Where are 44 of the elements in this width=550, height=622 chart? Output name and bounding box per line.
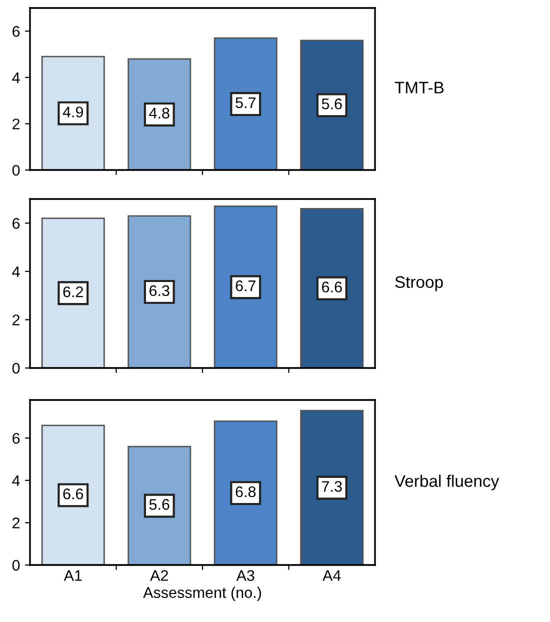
data-label: 6.2 <box>63 286 83 298</box>
y2-axis-title: Verbal fluency <box>394 474 500 490</box>
data-label: 5.7 <box>236 97 256 108</box>
x-tick-label: A3 <box>236 570 254 581</box>
bar <box>300 410 364 565</box>
x-axis-title: Assessment (no.) <box>143 586 261 601</box>
data-label: 5.6 <box>322 98 342 110</box>
data-label: 6.6 <box>63 488 84 500</box>
y-tick-label: 6 <box>12 26 20 37</box>
bar <box>214 420 278 565</box>
y2-axis-title: TMT-B <box>394 82 444 94</box>
bar <box>41 424 105 565</box>
x-tick-label: A2 <box>150 570 168 581</box>
data-label: 5.6 <box>149 499 170 510</box>
y-tick-label: 4 <box>12 72 20 83</box>
y2-axis-title: Stroop <box>395 276 443 292</box>
x-tick-label: A1 <box>64 570 82 581</box>
bar <box>214 206 278 368</box>
data-label: 7.3 <box>322 481 342 492</box>
data-label: 6.8 <box>236 486 256 498</box>
y-tick-label: 0 <box>12 560 20 571</box>
bar <box>214 37 278 170</box>
bar <box>128 446 192 565</box>
y-tick-label: 6 <box>12 432 20 444</box>
y-tick-label: 6 <box>12 218 20 229</box>
bar <box>128 58 192 170</box>
data-label: 4.9 <box>62 106 84 118</box>
bar <box>128 215 192 368</box>
y-tick-label: 0 <box>12 164 20 176</box>
y-tick-label: 2 <box>12 118 20 130</box>
y-tick-label: 2 <box>12 314 20 326</box>
y-tick-label: 4 <box>12 266 20 277</box>
bar <box>300 40 364 170</box>
bar <box>300 208 364 368</box>
y-tick-label: 2 <box>12 518 20 528</box>
bar <box>41 218 105 368</box>
bar <box>41 56 105 170</box>
x-tick-label: A4 <box>322 570 341 581</box>
data-label: 4.8 <box>149 108 170 119</box>
data-label: 6.6 <box>322 282 342 292</box>
data-label: 6.3 <box>150 285 170 296</box>
y-tick-label: 0 <box>12 362 20 374</box>
data-label: 6.7 <box>236 280 256 292</box>
y-tick-label: 4 <box>12 475 20 486</box>
